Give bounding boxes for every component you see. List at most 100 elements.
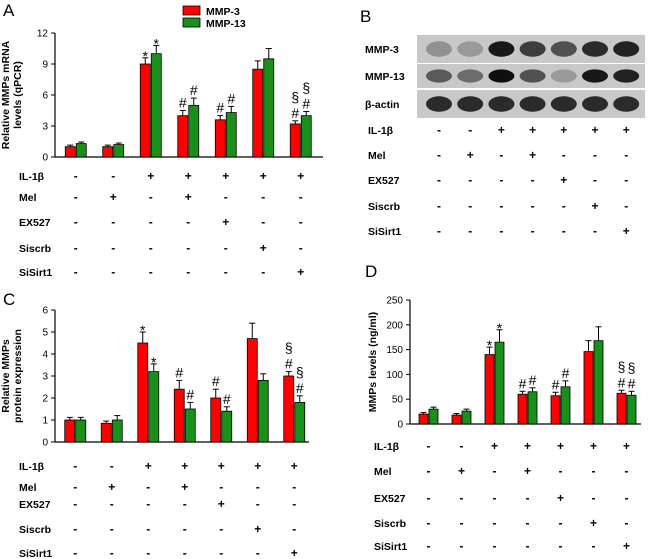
c-sign: - [73,459,77,473]
c-sign: - [146,522,150,536]
d-row-label: Siscrb [374,518,406,530]
a-bar-mmp-3 [177,115,189,158]
b-sign: - [499,148,503,162]
d-row-label: IL-1β [374,441,400,453]
c-y-tick-label: 0 [42,438,48,449]
c-bar-mmp-13 [148,371,160,443]
c-sign: + [145,459,152,473]
c-y-axis-label: Relative MMPs [0,339,12,413]
b-sign: - [593,224,597,238]
c-sign: - [256,480,260,494]
blot-row-label: β-actin [365,99,399,111]
a-sign: - [299,215,303,229]
c-sign: - [183,522,187,536]
d-bar-mmp-3 [418,413,429,425]
a-y-axis-label: Relative MMPs mRNA [0,40,12,149]
a-sign: - [149,241,153,255]
a-sign: - [149,190,153,204]
d-bar-mmp-13 [527,391,538,425]
blot-band [550,69,577,83]
b-sign: - [468,199,472,213]
d-significance-mark: * [487,337,493,353]
b-sign: - [468,173,472,187]
a-significance-mark: # [179,95,187,111]
a-sign: - [74,241,78,255]
c-significance-mark: # [296,380,304,396]
b-sign: + [591,123,598,137]
blot-band [582,41,608,57]
blot-band [457,69,484,83]
c-bar-mmp-3 [283,375,295,443]
c-sign: + [291,459,298,473]
c-y-tick-label: 3 [42,372,48,383]
d-sign: + [590,439,597,453]
blot-band [488,41,515,57]
b-sign: + [560,173,567,187]
c-bar-mmp-3 [100,422,112,443]
b-sign: - [624,148,628,162]
b-sign: - [593,148,597,162]
a-sign: - [261,190,265,204]
d-sign: - [493,464,497,478]
d-significance-mark: * [497,320,503,336]
panel-label-a: A [3,1,15,20]
blot-band [519,96,546,112]
b-sign: - [562,199,566,213]
c-bar-mmp-3 [173,388,185,443]
d-y-tick-label: 100 [386,370,403,381]
b-sign: - [468,224,472,238]
d-significance-mark: # [628,375,636,391]
d-bar-mmp-3 [616,392,627,425]
d-sign: - [559,464,563,478]
d-sign: + [524,464,531,478]
d-sign: - [460,539,464,553]
d-sign: + [557,491,564,505]
c-bar-mmp-3 [64,419,76,443]
a-significance-mark: * [143,48,149,64]
d-bar-mmp-13 [494,341,505,425]
c-row-label: IL-1β [19,461,45,473]
a-bar-mmp-3 [214,119,226,158]
a-sign: + [260,169,267,183]
c-sign: + [218,459,225,473]
c-bar-mmp-13 [111,419,123,443]
a-y-axis-label: levels (qPCR) [12,61,24,129]
d-sign: - [625,491,629,505]
c-bar-mmp-3 [137,342,149,443]
blot-band [613,69,640,83]
a-sign: + [110,190,117,204]
d-significance-mark: # [519,375,527,391]
blot-row-label: MMP-3 [365,44,399,56]
c-sign: - [292,497,296,511]
panel-a-chart: 0 3 6 9 12 Relative MMPs mRNA levels (qPCR) * * #… [0,5,323,279]
a-sign: + [147,169,154,183]
blot-band [488,96,515,112]
legend-label-mmp-13: MMP-13 [206,18,246,30]
a-sign: - [224,241,228,255]
d-significance-mark: # [618,374,626,390]
d-sign: - [559,539,563,553]
a-bar-mmp-3 [289,123,301,158]
a-sign: + [260,241,267,255]
b-sign: - [562,148,566,162]
c-sign: - [256,546,260,559]
d-y-tick-label: 0 [397,420,403,431]
legend-swatch-mmp-13 [182,17,201,28]
a-bar-mmp-13 [150,53,162,158]
c-row-label: Mel [19,482,37,494]
d-bar-mmp-3 [517,393,528,425]
c-sign: + [181,480,188,494]
a-sign: - [186,241,190,255]
a-bar-mmp-13 [75,143,87,158]
a-sign: + [222,215,229,229]
d-sign: + [524,439,531,453]
a-sign: - [299,190,303,204]
a-sign: - [224,190,228,204]
b-row-label: Mel [368,150,386,162]
c-row-label: Siscrb [19,524,51,536]
b-sign: - [437,123,441,137]
a-bar-mmp-3 [64,146,76,158]
a-significance-mark: # [216,100,224,116]
b-sign: + [529,148,536,162]
